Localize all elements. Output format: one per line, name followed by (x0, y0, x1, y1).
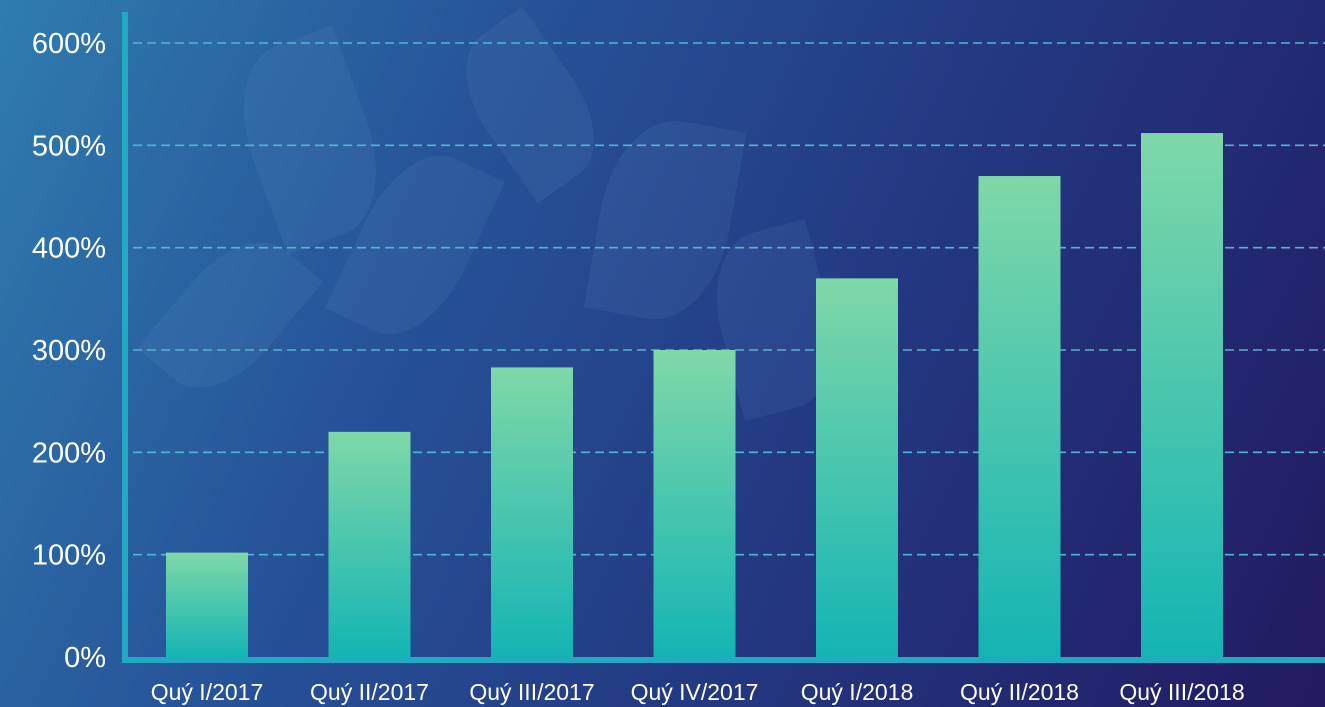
y-tick-label: 100% (32, 540, 106, 572)
x-category-label: Quý IV/2017 (631, 679, 759, 705)
x-category-label: Quý III/2017 (469, 679, 594, 705)
x-category-label: Quý II/2017 (310, 679, 429, 705)
bar (166, 552, 248, 657)
x-category-label: Quý II/2018 (960, 679, 1079, 705)
bar (816, 278, 898, 657)
y-tick-label: 0% (64, 642, 106, 674)
bar (1141, 133, 1223, 657)
x-category-label: Quý I/2017 (151, 679, 264, 705)
y-tick-label: 200% (32, 437, 106, 469)
bar (491, 367, 573, 657)
axes (122, 12, 1325, 663)
y-tick-label: 300% (32, 335, 106, 367)
x-category-labels: Quý I/2017 Quý II/2017 Quý III/2017 Quý IV/… (151, 679, 1245, 705)
x-category-label: Quý I/2018 (801, 679, 914, 705)
y-tick-label: 600% (32, 28, 106, 60)
bar (653, 350, 736, 657)
y-tick-label: 500% (32, 130, 106, 162)
bars (166, 133, 1223, 658)
x-category-label: Quý III/2018 (1119, 679, 1244, 705)
bar (978, 176, 1061, 658)
y-tick-labels: 0% 100% 200% 300% 400% 500% 600% (32, 28, 106, 674)
bar (328, 431, 411, 657)
y-tick-label: 400% (32, 233, 106, 265)
